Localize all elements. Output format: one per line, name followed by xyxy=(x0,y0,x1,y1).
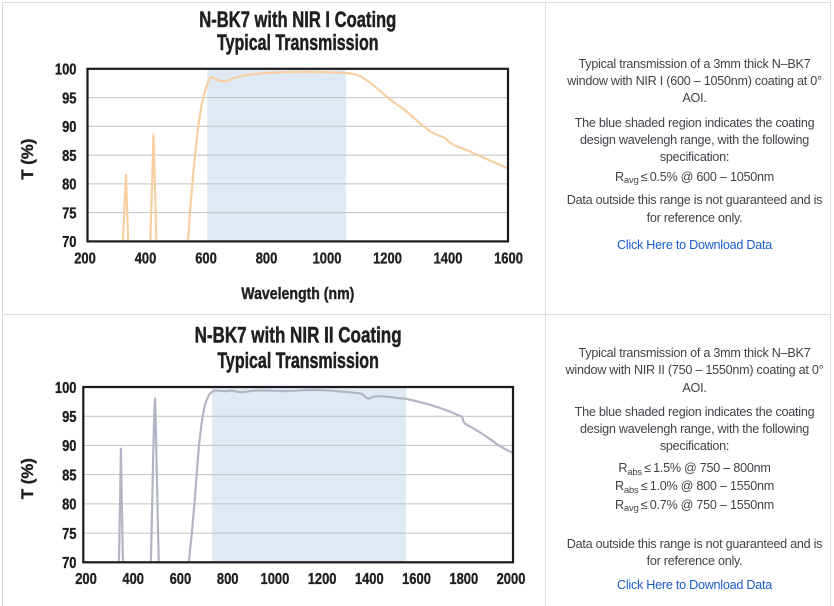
svg-text:400: 400 xyxy=(122,571,144,588)
svg-text:T (%): T (%) xyxy=(18,458,37,499)
svg-text:100: 100 xyxy=(55,380,77,397)
svg-text:85: 85 xyxy=(62,148,76,165)
svg-text:200: 200 xyxy=(74,251,96,268)
svg-text:1200: 1200 xyxy=(373,251,402,268)
svg-text:2000: 2000 xyxy=(497,571,526,588)
svg-text:Typical Transmission: Typical Transmission xyxy=(217,30,379,55)
svg-text:1000: 1000 xyxy=(313,251,342,268)
svg-text:600: 600 xyxy=(170,571,192,588)
svg-text:95: 95 xyxy=(62,409,76,426)
svg-text:400: 400 xyxy=(135,251,157,268)
svg-text:75: 75 xyxy=(62,205,76,222)
svg-text:75: 75 xyxy=(62,526,76,543)
svg-text:90: 90 xyxy=(62,119,76,136)
svg-text:600: 600 xyxy=(195,251,217,268)
svg-text:1800: 1800 xyxy=(449,571,478,588)
svg-text:100: 100 xyxy=(55,62,77,79)
svg-text:80: 80 xyxy=(62,177,76,194)
svg-text:1400: 1400 xyxy=(355,571,384,588)
svg-text:1200: 1200 xyxy=(308,571,337,588)
svg-text:95: 95 xyxy=(62,90,76,107)
svg-text:Wavelength (nm): Wavelength (nm) xyxy=(241,284,354,303)
svg-text:T (%): T (%) xyxy=(18,139,37,180)
svg-text:1400: 1400 xyxy=(434,251,463,268)
svg-text:1000: 1000 xyxy=(261,571,290,588)
svg-text:1600: 1600 xyxy=(494,251,523,268)
svg-text:1600: 1600 xyxy=(402,571,431,588)
svg-text:70: 70 xyxy=(62,555,76,572)
svg-text:90: 90 xyxy=(62,438,76,455)
svg-text:N-BK7 with NIR I Coating: N-BK7 with NIR I Coating xyxy=(199,7,396,32)
svg-text:Typical Transmission: Typical Transmission xyxy=(217,348,379,373)
svg-text:800: 800 xyxy=(217,571,239,588)
svg-text:800: 800 xyxy=(256,251,278,268)
svg-text:85: 85 xyxy=(62,467,76,484)
svg-text:80: 80 xyxy=(62,497,76,514)
svg-text:70: 70 xyxy=(62,234,76,251)
svg-text:N-BK7 with NIR II Coating: N-BK7 with NIR II Coating xyxy=(195,323,402,348)
svg-text:200: 200 xyxy=(75,571,97,588)
